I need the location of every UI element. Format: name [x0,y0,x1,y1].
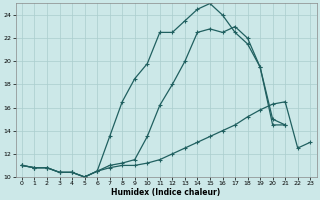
X-axis label: Humidex (Indice chaleur): Humidex (Indice chaleur) [111,188,221,197]
